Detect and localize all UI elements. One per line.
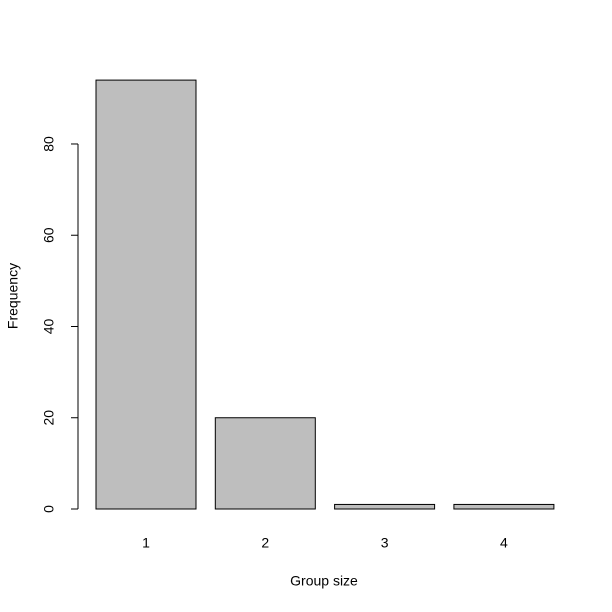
bar (214, 417, 316, 510)
x-tick-label: 4 (500, 535, 508, 551)
y-tick-label: 20 (41, 410, 57, 426)
bar (453, 503, 555, 510)
y-axis-label: Frequency (5, 263, 21, 329)
y-tick-label: 60 (41, 227, 57, 243)
x-tick-label: 3 (381, 535, 389, 551)
y-tick-label: 0 (41, 505, 57, 513)
x-axis-label: Group size (290, 573, 358, 589)
y-tick-label: 80 (41, 136, 57, 152)
x-tick-label: 1 (142, 535, 150, 551)
y-tick-label: 40 (41, 318, 57, 334)
x-tick-label: 2 (261, 535, 269, 551)
bar (95, 79, 197, 510)
bar (334, 503, 436, 510)
